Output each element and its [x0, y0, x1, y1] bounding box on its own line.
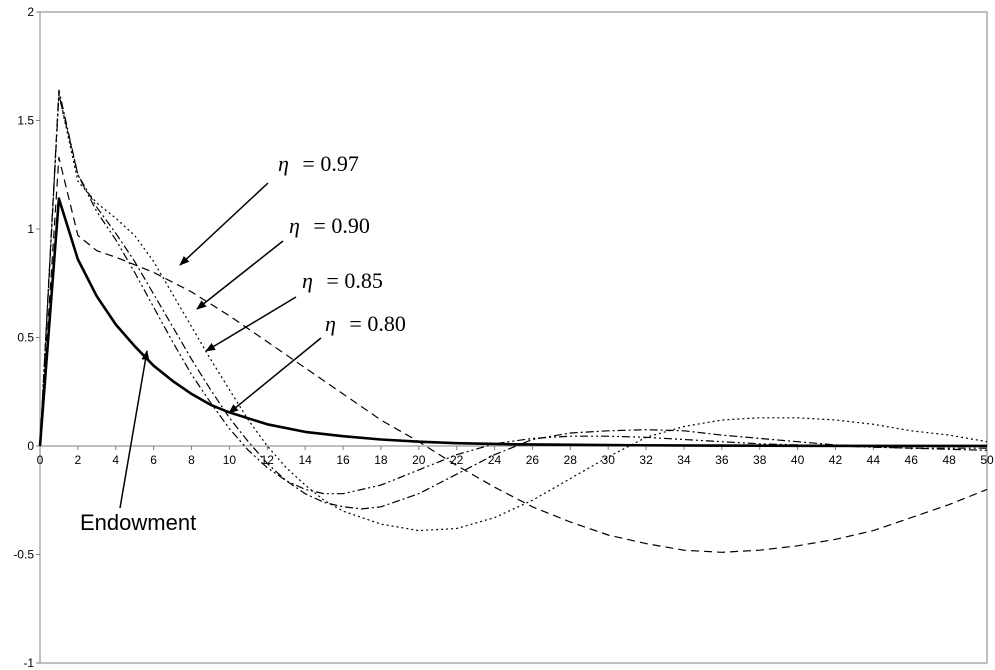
y-tick-label: 0 [27, 439, 34, 453]
x-tick-label: 32 [639, 453, 653, 467]
y-tick-label: -0.5 [13, 548, 34, 562]
x-tick-label: 12 [261, 453, 275, 467]
x-tick-label: 50 [980, 453, 994, 467]
x-tick-label: 24 [488, 453, 502, 467]
annotation-eta-85: η = 0.85 [205, 268, 383, 352]
plot-area [39, 11, 988, 664]
eta-90-value: = 0.90 [313, 213, 369, 238]
eta-80-symbol: η [325, 311, 336, 336]
x-tick-label: 4 [112, 453, 119, 467]
x-tick-label: 8 [188, 453, 195, 467]
svg-text:η = 0.80: η = 0.80 [325, 311, 406, 336]
eta-90-arrow [196, 240, 284, 310]
x-tick-label: 40 [791, 453, 805, 467]
x-tick-label: 2 [75, 453, 82, 467]
x-tick-label: 36 [715, 453, 729, 467]
annotation-endowment: Endowment [80, 350, 196, 535]
eta-97-arrow [179, 182, 269, 266]
y-tick-label: 1.5 [17, 114, 34, 128]
x-tick-label: 48 [942, 453, 956, 467]
series-line-4 [39, 93, 987, 495]
series-line-0 [38, 197, 987, 448]
eta-85-arrow [205, 296, 297, 352]
series-line-1 [39, 156, 988, 553]
x-tick-label: 44 [867, 453, 881, 467]
x-tick-label: 34 [677, 453, 691, 467]
eta-97-symbol: η [278, 151, 289, 176]
annotation-eta-90: η = 0.90 [196, 213, 370, 310]
y-tick-label: 0.5 [17, 331, 34, 345]
x-tick-label: 38 [753, 453, 767, 467]
y-tick-label: 1 [27, 222, 34, 236]
endowment-arrow [119, 350, 150, 509]
x-tick-label: 42 [829, 453, 843, 467]
x-tick-label: 30 [602, 453, 616, 467]
svg-text:η = 0.90: η = 0.90 [289, 213, 370, 238]
eta-97-value: = 0.97 [302, 151, 358, 176]
series-line-3 [39, 89, 988, 510]
eta-80-value: = 0.80 [349, 311, 405, 336]
endowment-label: Endowment [80, 510, 196, 535]
svg-text:η = 0.85: η = 0.85 [302, 268, 383, 293]
eta-85-value: = 0.85 [326, 268, 382, 293]
eta-85-symbol: η [302, 268, 313, 293]
series-line-2 [39, 93, 988, 532]
eta-80-arrow [228, 337, 322, 414]
x-tick-label: 6 [150, 453, 157, 467]
annotation-eta-97: η = 0.97 [179, 151, 359, 266]
series-layer [38, 89, 988, 553]
x-tick-label: 10 [223, 453, 237, 467]
y-axis: -1 -0.5 0 0.5 1 1.5 2 [13, 5, 40, 670]
x-tick-label: 26 [526, 453, 540, 467]
x-tick-label: 0 [37, 453, 44, 467]
x-axis: 0 2 4 6 8 10 12 14 16 18 20 22 24 26 28 30 32 34 36 38 40 42 4… [37, 445, 994, 467]
y-tick-label: -1 [23, 656, 34, 670]
x-tick-label: 28 [564, 453, 578, 467]
y-tick-label: 2 [27, 5, 34, 19]
x-tick-label: 20 [412, 453, 426, 467]
eta-90-symbol: η [289, 213, 300, 238]
x-tick-label: 16 [336, 453, 350, 467]
svg-text:η = 0.97: η = 0.97 [278, 151, 359, 176]
x-tick-label: 14 [298, 453, 312, 467]
x-tick-label: 46 [905, 453, 919, 467]
annotation-eta-80: η = 0.80 [228, 311, 406, 414]
x-tick-label: 18 [374, 453, 388, 467]
